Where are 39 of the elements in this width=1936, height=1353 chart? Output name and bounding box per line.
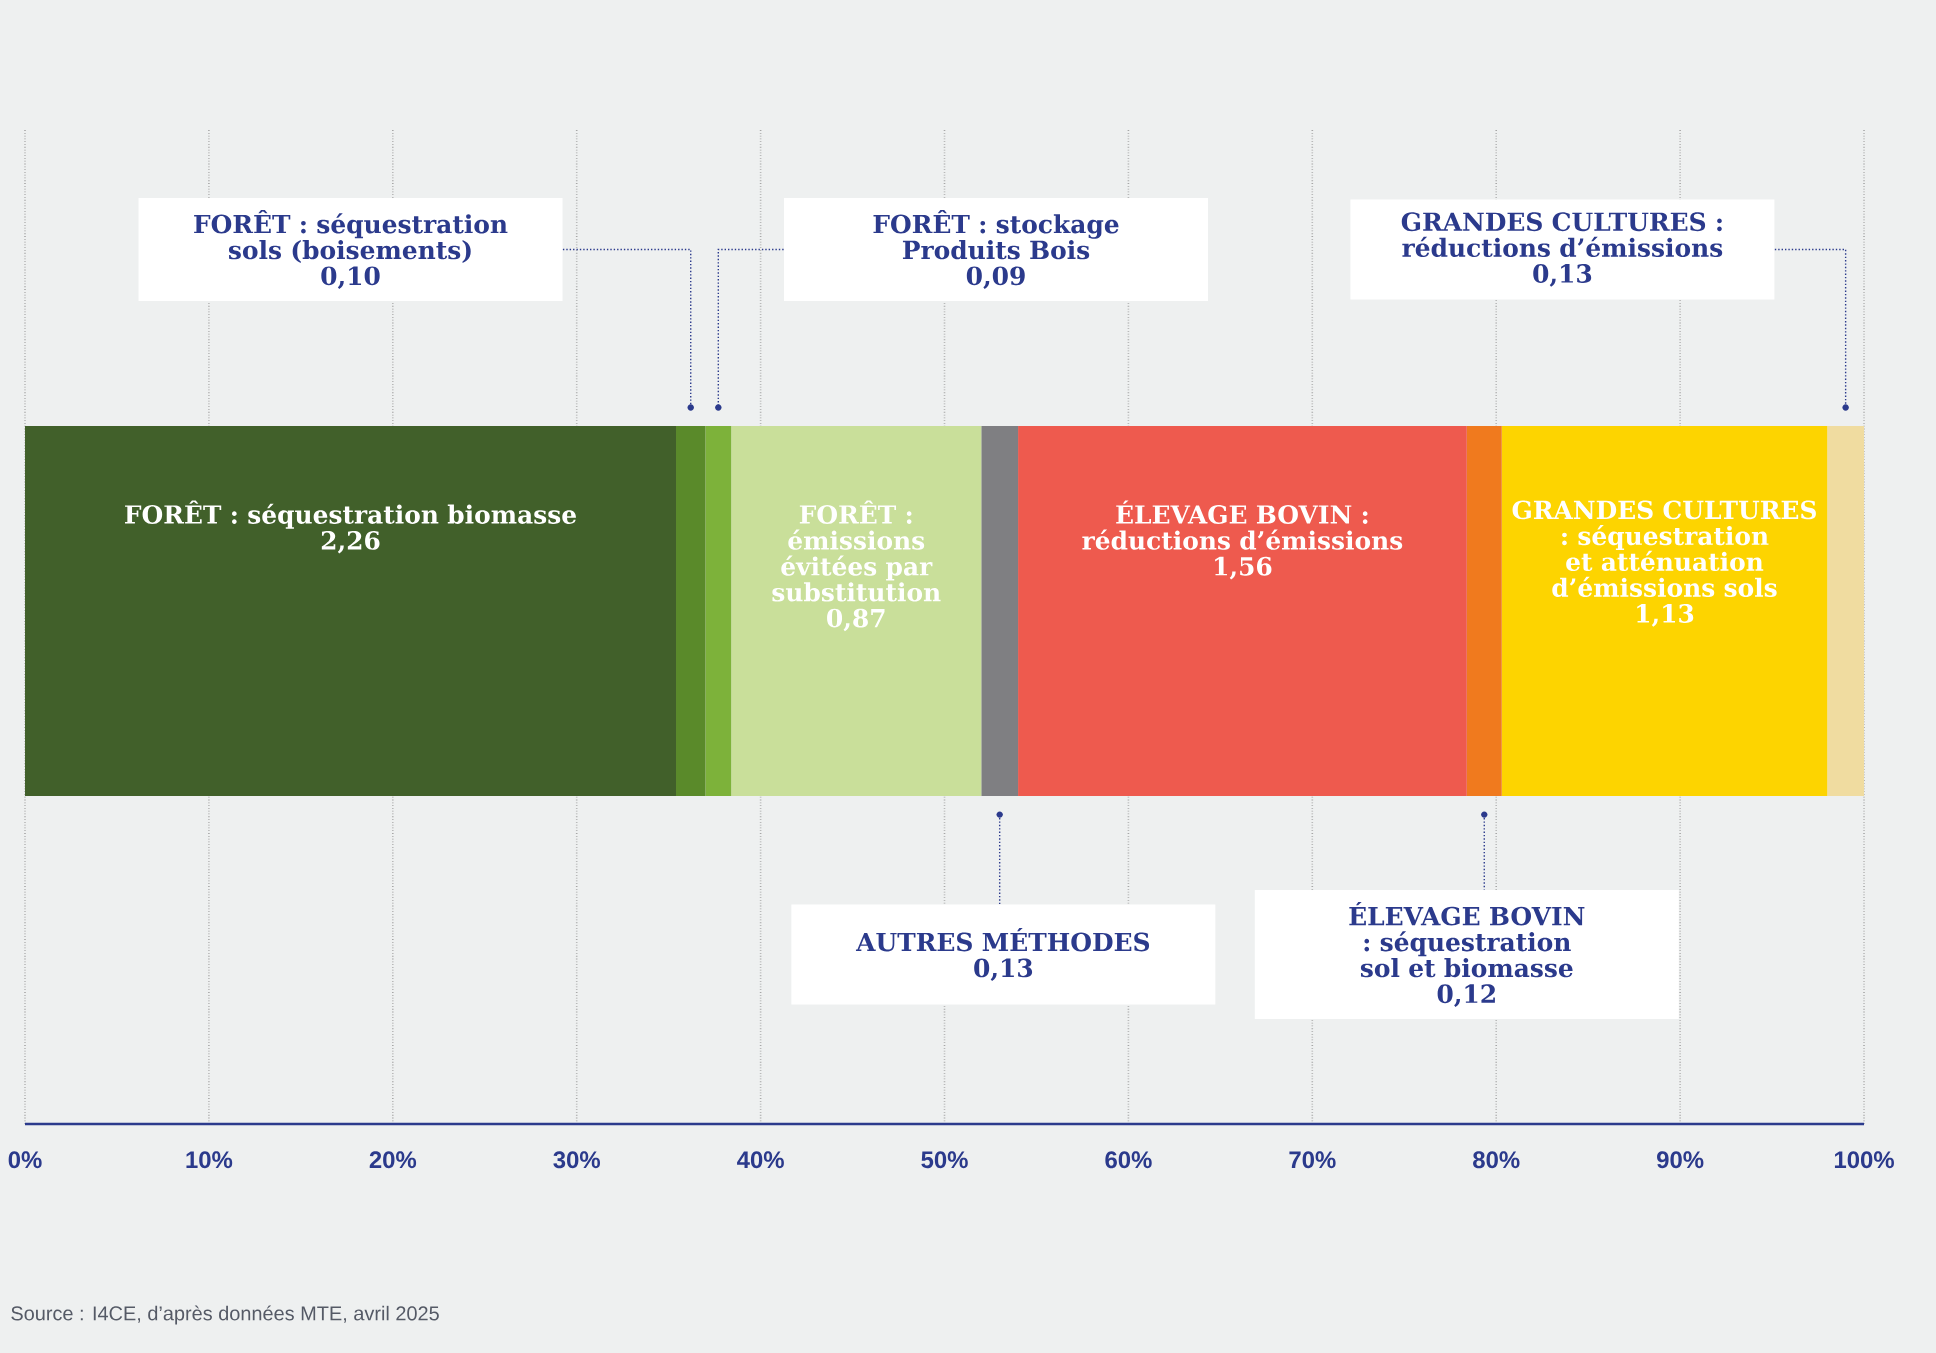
x-tick-label: 20% [369,1151,417,1169]
annotation: 2,26 [321,530,380,554]
text: FORÊT : stockage Produits Bois [873,210,1119,260]
text: 0,10 [321,266,380,290]
series-label: FORÊT : séquestration biomasse [125,500,576,529]
bar [1827,426,1865,797]
x-tick-label: 10% [186,1151,233,1169]
x-tick-label: 90% [1657,1151,1704,1169]
annotation: 1,13 [1637,604,1694,627]
text: 0,13 [974,958,1033,982]
x-tick-label: 40% [737,1151,784,1169]
bar [25,426,677,797]
text: ÉLEVAGE BOVIN : séquestration sol et biomasse [1349,902,1585,978]
annotation: 0,87 [827,608,885,632]
x-tick-label: 50% [921,1151,968,1169]
x-tick-label: 70% [1289,1151,1336,1169]
x-tick-label: 80% [1473,1151,1520,1169]
text: 0,09 [966,266,1025,290]
bar [1018,426,1467,797]
x-tick-label: 0% [8,1151,42,1169]
x-tick-label: 100% [1834,1151,1894,1169]
text: 0,12 [1437,984,1495,1007]
text: 0,13 [1533,264,1592,287]
bar [1501,426,1828,797]
bar [1466,426,1502,797]
annotation: 1,56 [1215,556,1272,580]
x-tick-label: 60% [1105,1151,1152,1169]
text: GRANDES CULTURES : réductions d’émissions [1401,212,1723,258]
bar [981,426,1019,797]
series-label: ÉLEVAGE BOVIN : réductions d’émissions [1082,500,1403,550]
series-label: GRANDES CULTURES : séquestration et atténuation d’émissions sols [1512,500,1816,597]
text: AUTRES MÉTHODES [855,927,1150,952]
text: FORÊT : séquestration sols (boisements) [194,210,508,263]
series-label: FORÊT : émissions évitées par substitution [772,500,941,602]
bar [676,426,706,797]
source-note: Source : I4CE, d’après données MTE, avril 2025 [11,1305,439,1325]
bar [731,426,982,797]
bar [705,426,732,797]
x-tick-label: 30% [553,1151,600,1169]
